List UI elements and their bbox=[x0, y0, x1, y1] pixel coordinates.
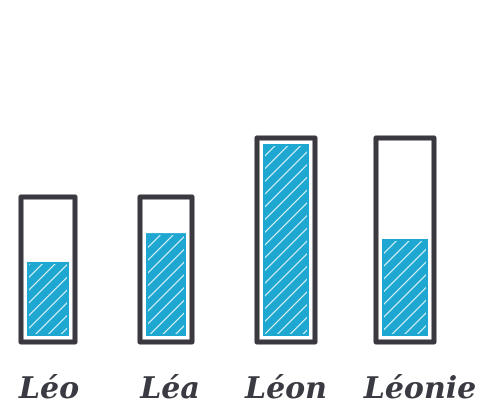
bar-fill-leo bbox=[27, 261, 69, 337]
bar-group-leo: Léo bbox=[18, 194, 79, 406]
bar-outline-lea bbox=[137, 194, 195, 345]
bar-group-leon: Léon bbox=[244, 135, 327, 406]
bar-fill-lea bbox=[146, 233, 186, 337]
label-leonie: Léonie bbox=[363, 371, 477, 406]
bar-group-leonie: Léonie bbox=[363, 135, 477, 406]
label-lea: Léa bbox=[139, 371, 200, 406]
bar-outline-leon bbox=[254, 135, 318, 345]
bar-outline-leo bbox=[18, 194, 78, 345]
bar-group-lea: Léa bbox=[137, 194, 200, 406]
bar-fill-leon bbox=[263, 144, 309, 336]
label-leon: Léon bbox=[244, 371, 327, 406]
bar-fill-leonie bbox=[382, 239, 428, 336]
bar-outline-leonie bbox=[373, 135, 437, 345]
label-leo: Léo bbox=[18, 371, 79, 406]
